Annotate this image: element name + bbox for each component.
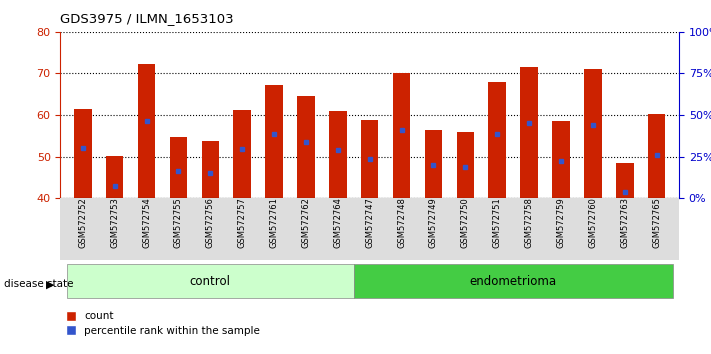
- Text: GDS3975 / ILMN_1653103: GDS3975 / ILMN_1653103: [60, 12, 234, 25]
- Text: ▶: ▶: [46, 279, 55, 289]
- Bar: [616, 163, 634, 198]
- FancyBboxPatch shape: [354, 264, 673, 298]
- FancyBboxPatch shape: [67, 264, 354, 298]
- Bar: [201, 141, 219, 198]
- Bar: [552, 121, 570, 198]
- Text: disease state: disease state: [4, 279, 73, 289]
- Bar: [361, 120, 378, 198]
- Bar: [456, 132, 474, 198]
- Bar: [170, 137, 187, 198]
- Bar: [648, 114, 665, 198]
- Bar: [488, 82, 506, 198]
- Bar: [297, 96, 315, 198]
- Legend: count, percentile rank within the sample: count, percentile rank within the sample: [65, 312, 260, 336]
- Bar: [393, 73, 410, 198]
- Bar: [106, 156, 124, 198]
- Bar: [329, 111, 346, 198]
- Bar: [74, 109, 92, 198]
- Text: endometrioma: endometrioma: [470, 275, 557, 288]
- Bar: [520, 67, 538, 198]
- Bar: [138, 64, 155, 198]
- Bar: [584, 69, 602, 198]
- Text: control: control: [190, 275, 231, 288]
- Bar: [233, 110, 251, 198]
- Bar: [424, 130, 442, 198]
- Bar: [265, 85, 283, 198]
